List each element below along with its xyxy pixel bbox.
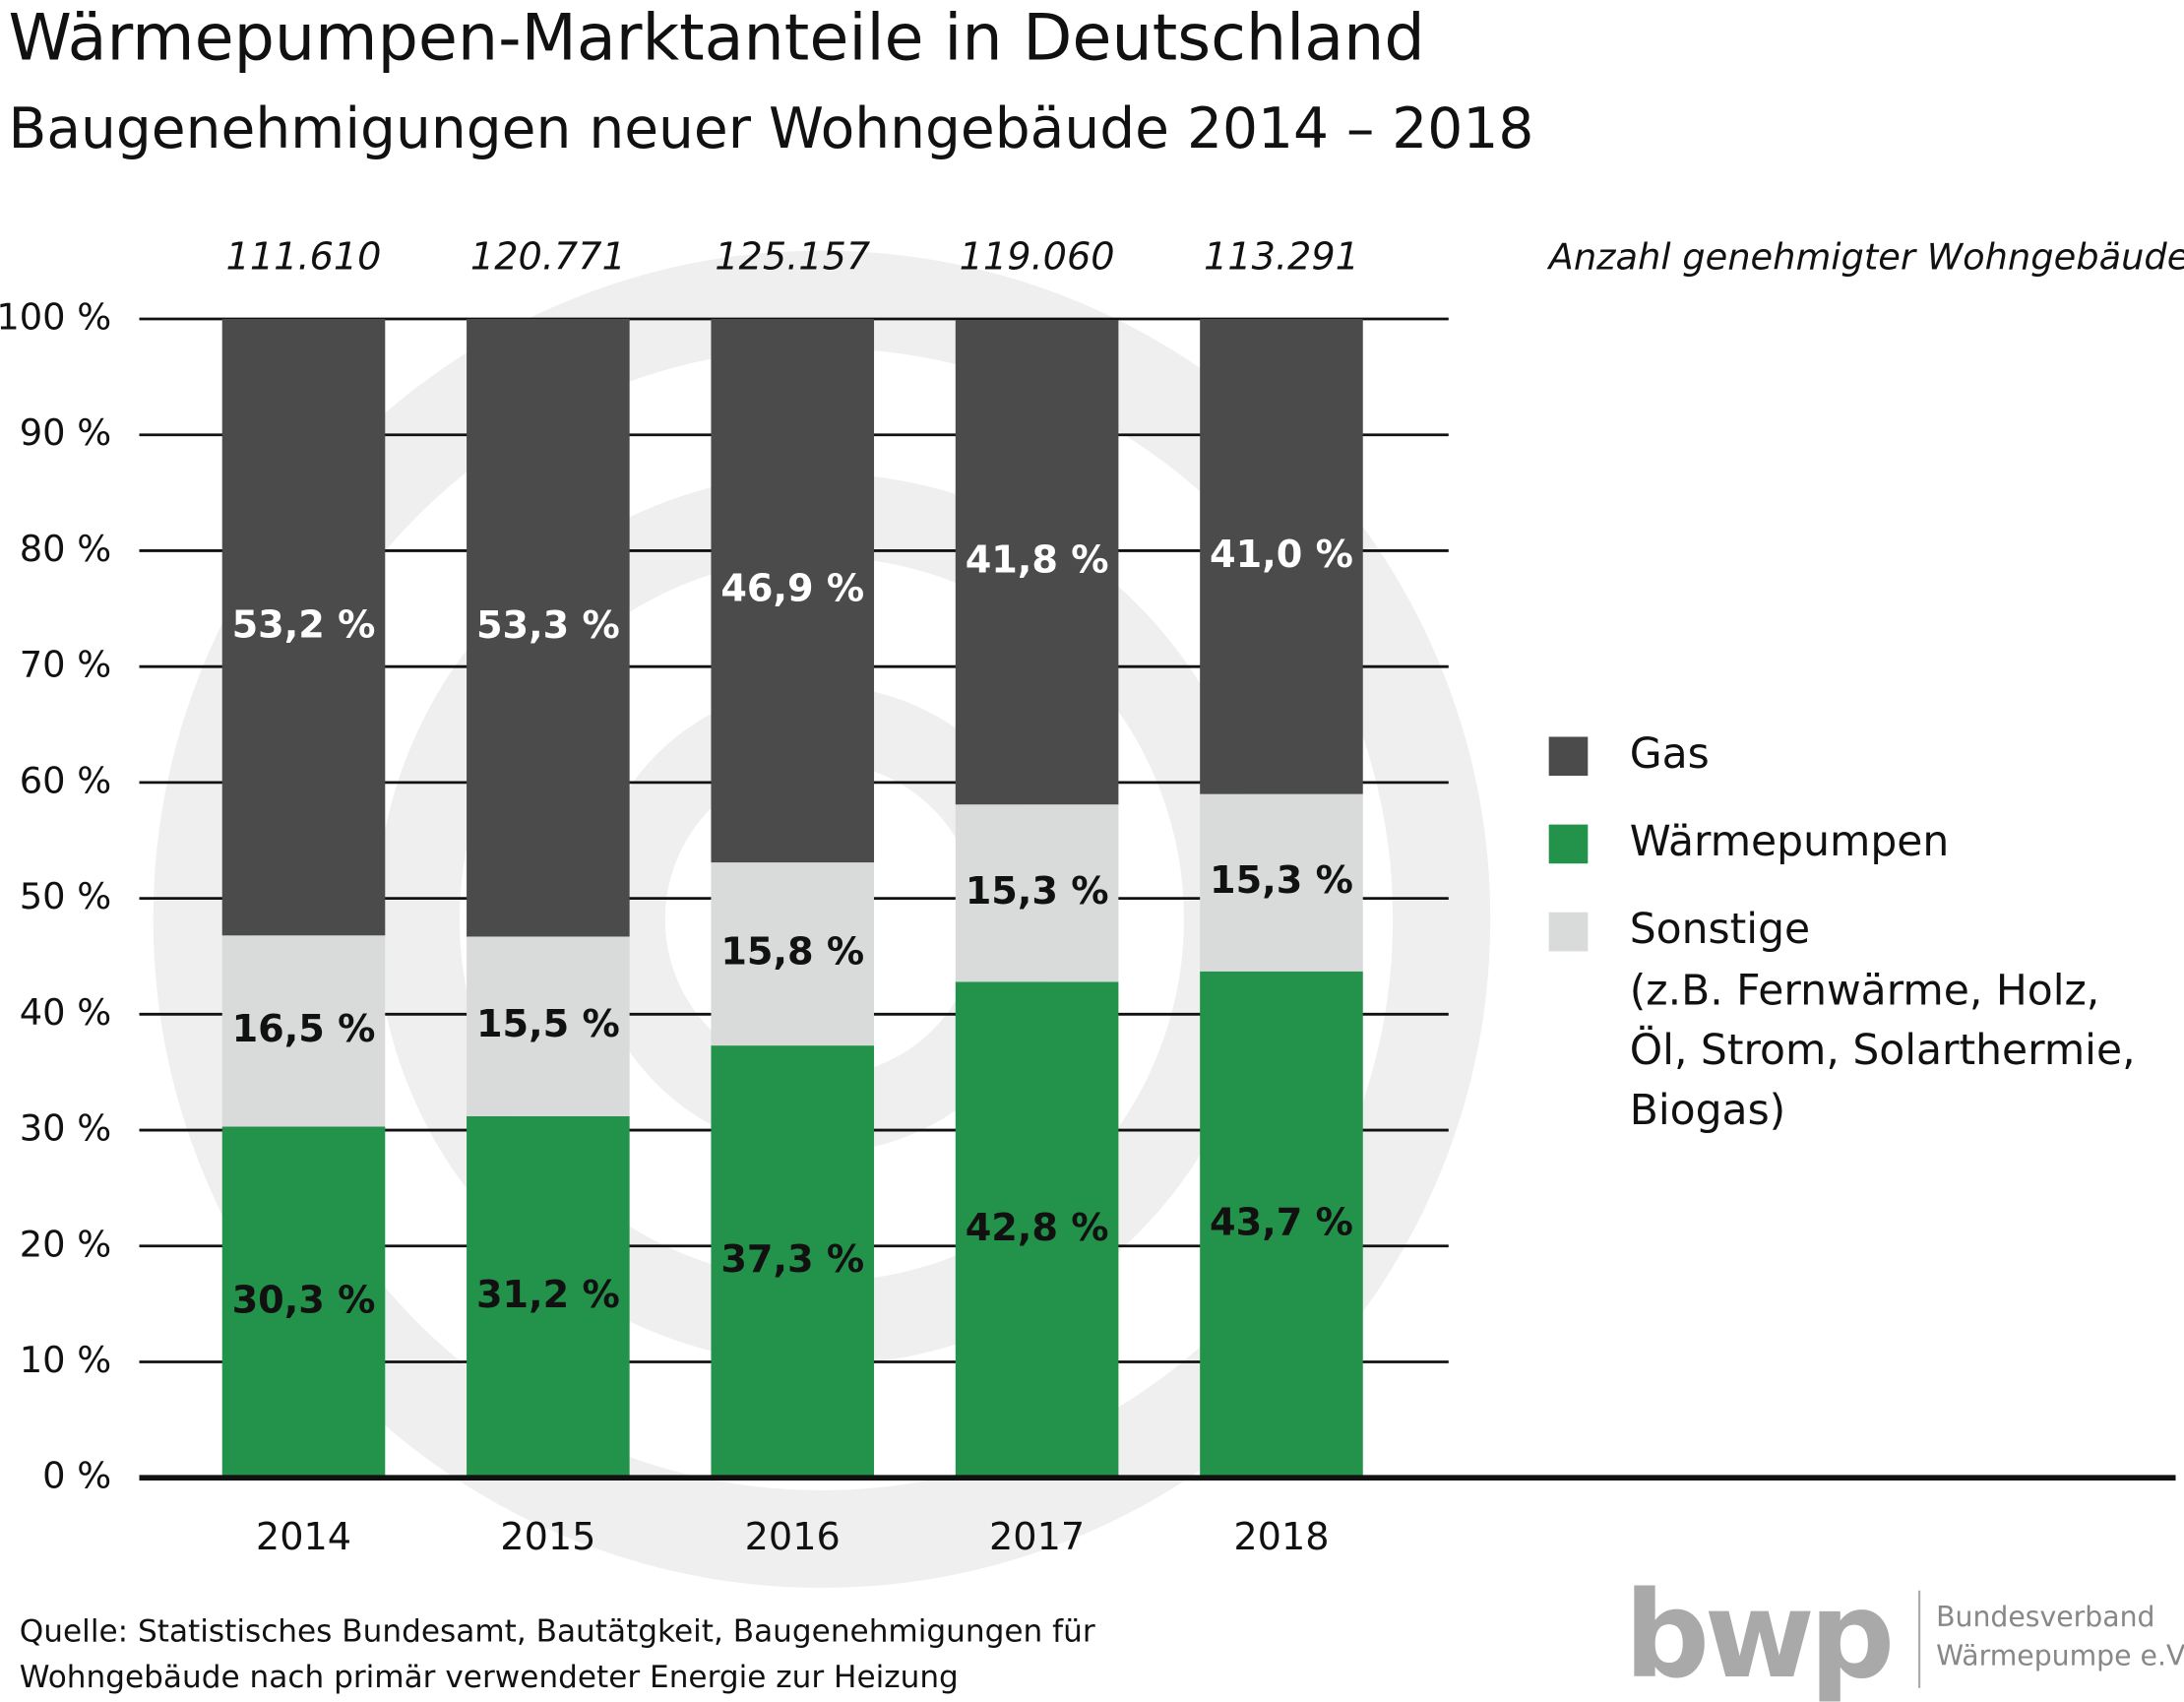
value-label: 15,5 % — [476, 1003, 620, 1046]
logo-text: Bundesverband — [1936, 1601, 2154, 1633]
y-tick-label: 90 % — [20, 411, 111, 454]
legend-swatch — [1548, 824, 1589, 864]
value-label: 30,3 % — [232, 1279, 376, 1322]
y-tick-label: 50 % — [20, 875, 111, 917]
total-label: 120.771 — [470, 236, 626, 280]
chart-subtitle: Baugenehmigungen neuer Wohngebäude 2014 … — [8, 96, 1533, 161]
legend-label: Gas — [1630, 730, 1710, 779]
legend-label: Wärmepumpen — [1630, 818, 1950, 866]
legend-note: (z.B. Fernwärme, Holz, — [1630, 967, 2100, 1015]
y-tick-label: 70 % — [20, 644, 111, 686]
y-tick-label: 0 % — [42, 1455, 111, 1497]
total-label: 119.060 — [960, 236, 1115, 280]
bar-segment — [221, 1126, 386, 1479]
legend-swatch — [1548, 912, 1589, 952]
chart-title: Wärmepumpen-Marktanteile in Deutschland — [8, 2, 1424, 76]
total-label: 113.291 — [1204, 236, 1359, 280]
source-line: Quelle: Statistisches Bundesamt, Bautätg… — [20, 1613, 1095, 1649]
bar-segment — [221, 935, 386, 1127]
x-tick-label: 2015 — [500, 1516, 595, 1559]
bar-segment — [221, 319, 386, 936]
bar-segment — [467, 1115, 630, 1479]
bar-segment — [955, 804, 1119, 982]
value-label: 15,3 % — [966, 870, 1109, 914]
bar-segment — [955, 320, 1119, 805]
y-tick-label: 60 % — [20, 759, 111, 801]
value-label: 43,7 % — [1210, 1201, 1353, 1244]
y-tick-label: 100 % — [0, 296, 111, 339]
total-label: 111.610 — [226, 236, 382, 280]
logo-mark: bwp — [1624, 1565, 1890, 1702]
bar-segment — [1200, 319, 1363, 794]
y-tick-label: 80 % — [20, 528, 111, 570]
value-label: 31,2 % — [476, 1274, 620, 1317]
bar-segment — [711, 1045, 875, 1479]
value-label: 53,3 % — [476, 604, 620, 648]
value-label: 15,3 % — [1210, 859, 1353, 903]
bar-segment — [467, 319, 630, 937]
y-tick-label: 10 % — [20, 1339, 111, 1381]
value-label: 37,3 % — [720, 1238, 864, 1282]
value-label: 41,0 % — [1210, 534, 1353, 577]
legend-note: Biogas) — [1630, 1087, 1786, 1135]
x-tick-label: 2014 — [256, 1516, 351, 1559]
legend-swatch — [1548, 736, 1589, 777]
value-label: 16,5 % — [232, 1008, 376, 1051]
logo-text: Wärmepumpe e.V. — [1936, 1640, 2184, 1672]
value-label: 15,8 % — [720, 931, 864, 975]
bar-segment — [711, 862, 875, 1046]
x-tick-label: 2018 — [1233, 1516, 1329, 1559]
bar-segment — [1200, 793, 1363, 972]
value-label: 41,8 % — [966, 539, 1109, 583]
value-label: 53,2 % — [232, 604, 376, 648]
legend-label: Sonstige — [1630, 906, 1810, 954]
source-line: Wohngebäude nach primär verwendeter Ener… — [20, 1660, 959, 1695]
bar-segment — [467, 936, 630, 1116]
y-tick-label: 30 % — [20, 1107, 111, 1150]
value-label: 46,9 % — [720, 568, 864, 611]
legend-note: Öl, Strom, Solarthermie, — [1630, 1025, 2136, 1075]
bar-segment — [711, 319, 875, 863]
total-label: 125.157 — [715, 236, 870, 280]
value-label: 42,8 % — [966, 1207, 1109, 1250]
x-tick-label: 2016 — [745, 1516, 841, 1559]
bar-segment — [955, 981, 1119, 1479]
y-tick-label: 20 % — [20, 1223, 111, 1265]
bar-segment — [1200, 971, 1363, 1479]
y-tick-label: 40 % — [20, 991, 111, 1034]
totals-label: Anzahl genehmigter Wohngebäude — [1547, 236, 2184, 279]
x-tick-label: 2017 — [989, 1516, 1085, 1559]
